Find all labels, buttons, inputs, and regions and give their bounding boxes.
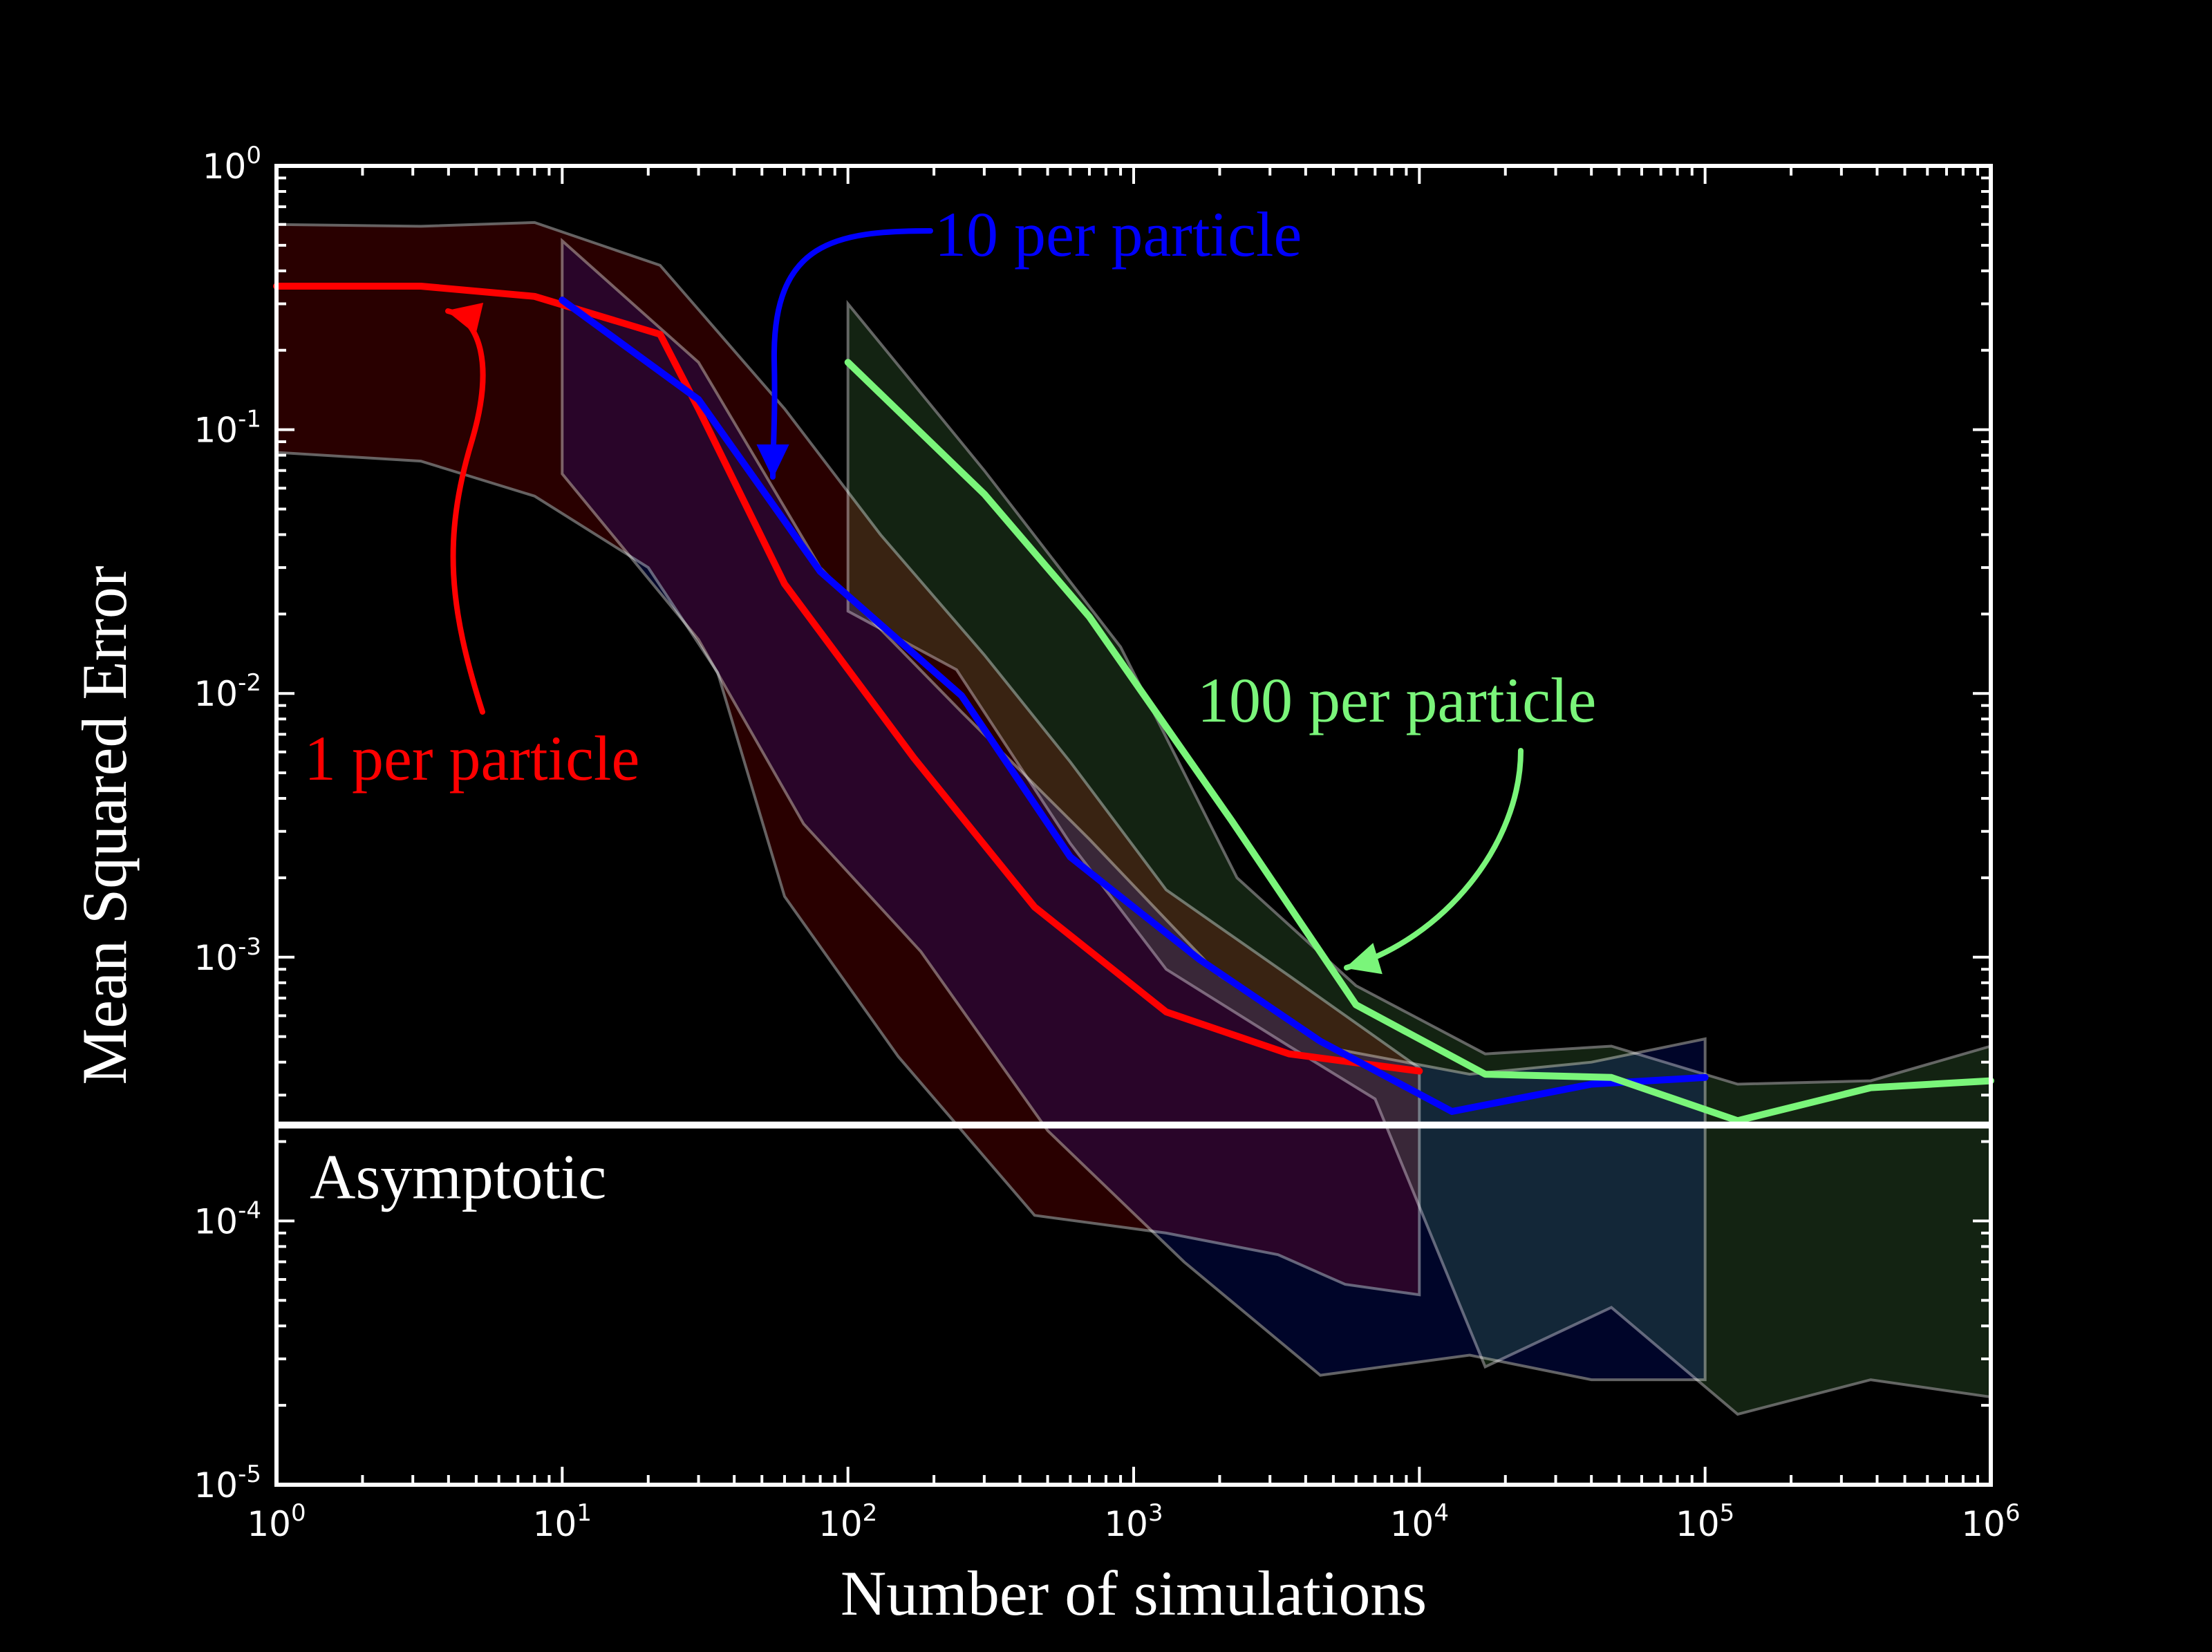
band-100-per-particle bbox=[846, 299, 1992, 1416]
annotation-1-per-particle: 1 per particle bbox=[304, 723, 639, 794]
x-tick-label: 106 bbox=[1961, 1499, 2020, 1544]
x-tick-label: 100 bbox=[247, 1499, 306, 1544]
annotation-arrowhead bbox=[756, 444, 789, 479]
x-tick-label: 104 bbox=[1390, 1499, 1449, 1544]
y-tick-label: 10-2 bbox=[194, 669, 261, 714]
annotation-arrow bbox=[1344, 748, 1524, 970]
x-tick-label: 102 bbox=[818, 1499, 877, 1544]
y-tick-label: 10-5 bbox=[194, 1461, 261, 1505]
line-100-per-particle bbox=[844, 359, 1994, 1125]
annotation-100-per-particle: 100 per particle bbox=[1197, 665, 1596, 735]
annotation-arrowhead bbox=[446, 302, 484, 335]
annotation-arrowhead bbox=[1344, 943, 1382, 975]
y-tick-label: 10-1 bbox=[194, 406, 261, 451]
axis-tick-labels: 100 101 102 103 104 105 106 100 10-1 10-2 10-3 10-4… bbox=[194, 142, 2020, 1544]
annotation-arrow bbox=[770, 228, 933, 480]
line-1-per-particle bbox=[273, 283, 1423, 1075]
x-tick-label: 101 bbox=[533, 1499, 592, 1544]
line-10-per-particle bbox=[559, 297, 1709, 1115]
annotations: 1 per particle 10 per particle 100 per par… bbox=[304, 199, 1596, 975]
x-axis-label: Number of simulations bbox=[841, 1558, 1427, 1628]
y-tick-label: 10-4 bbox=[194, 1196, 261, 1241]
asymptote-label: Asymptotic bbox=[310, 1142, 606, 1212]
y-tick-label: 100 bbox=[203, 142, 261, 187]
asymptote: Asymptotic bbox=[276, 1121, 1991, 1212]
y-tick-label: 10-3 bbox=[194, 933, 261, 978]
axis-ticks bbox=[275, 165, 1992, 1486]
series-lines bbox=[273, 283, 1994, 1125]
y-axis-label: Mean Squared Error bbox=[69, 565, 140, 1085]
annotation-10-per-particle: 10 per particle bbox=[935, 199, 1302, 270]
x-tick-label: 105 bbox=[1676, 1499, 1734, 1544]
x-tick-label: 103 bbox=[1104, 1499, 1163, 1544]
